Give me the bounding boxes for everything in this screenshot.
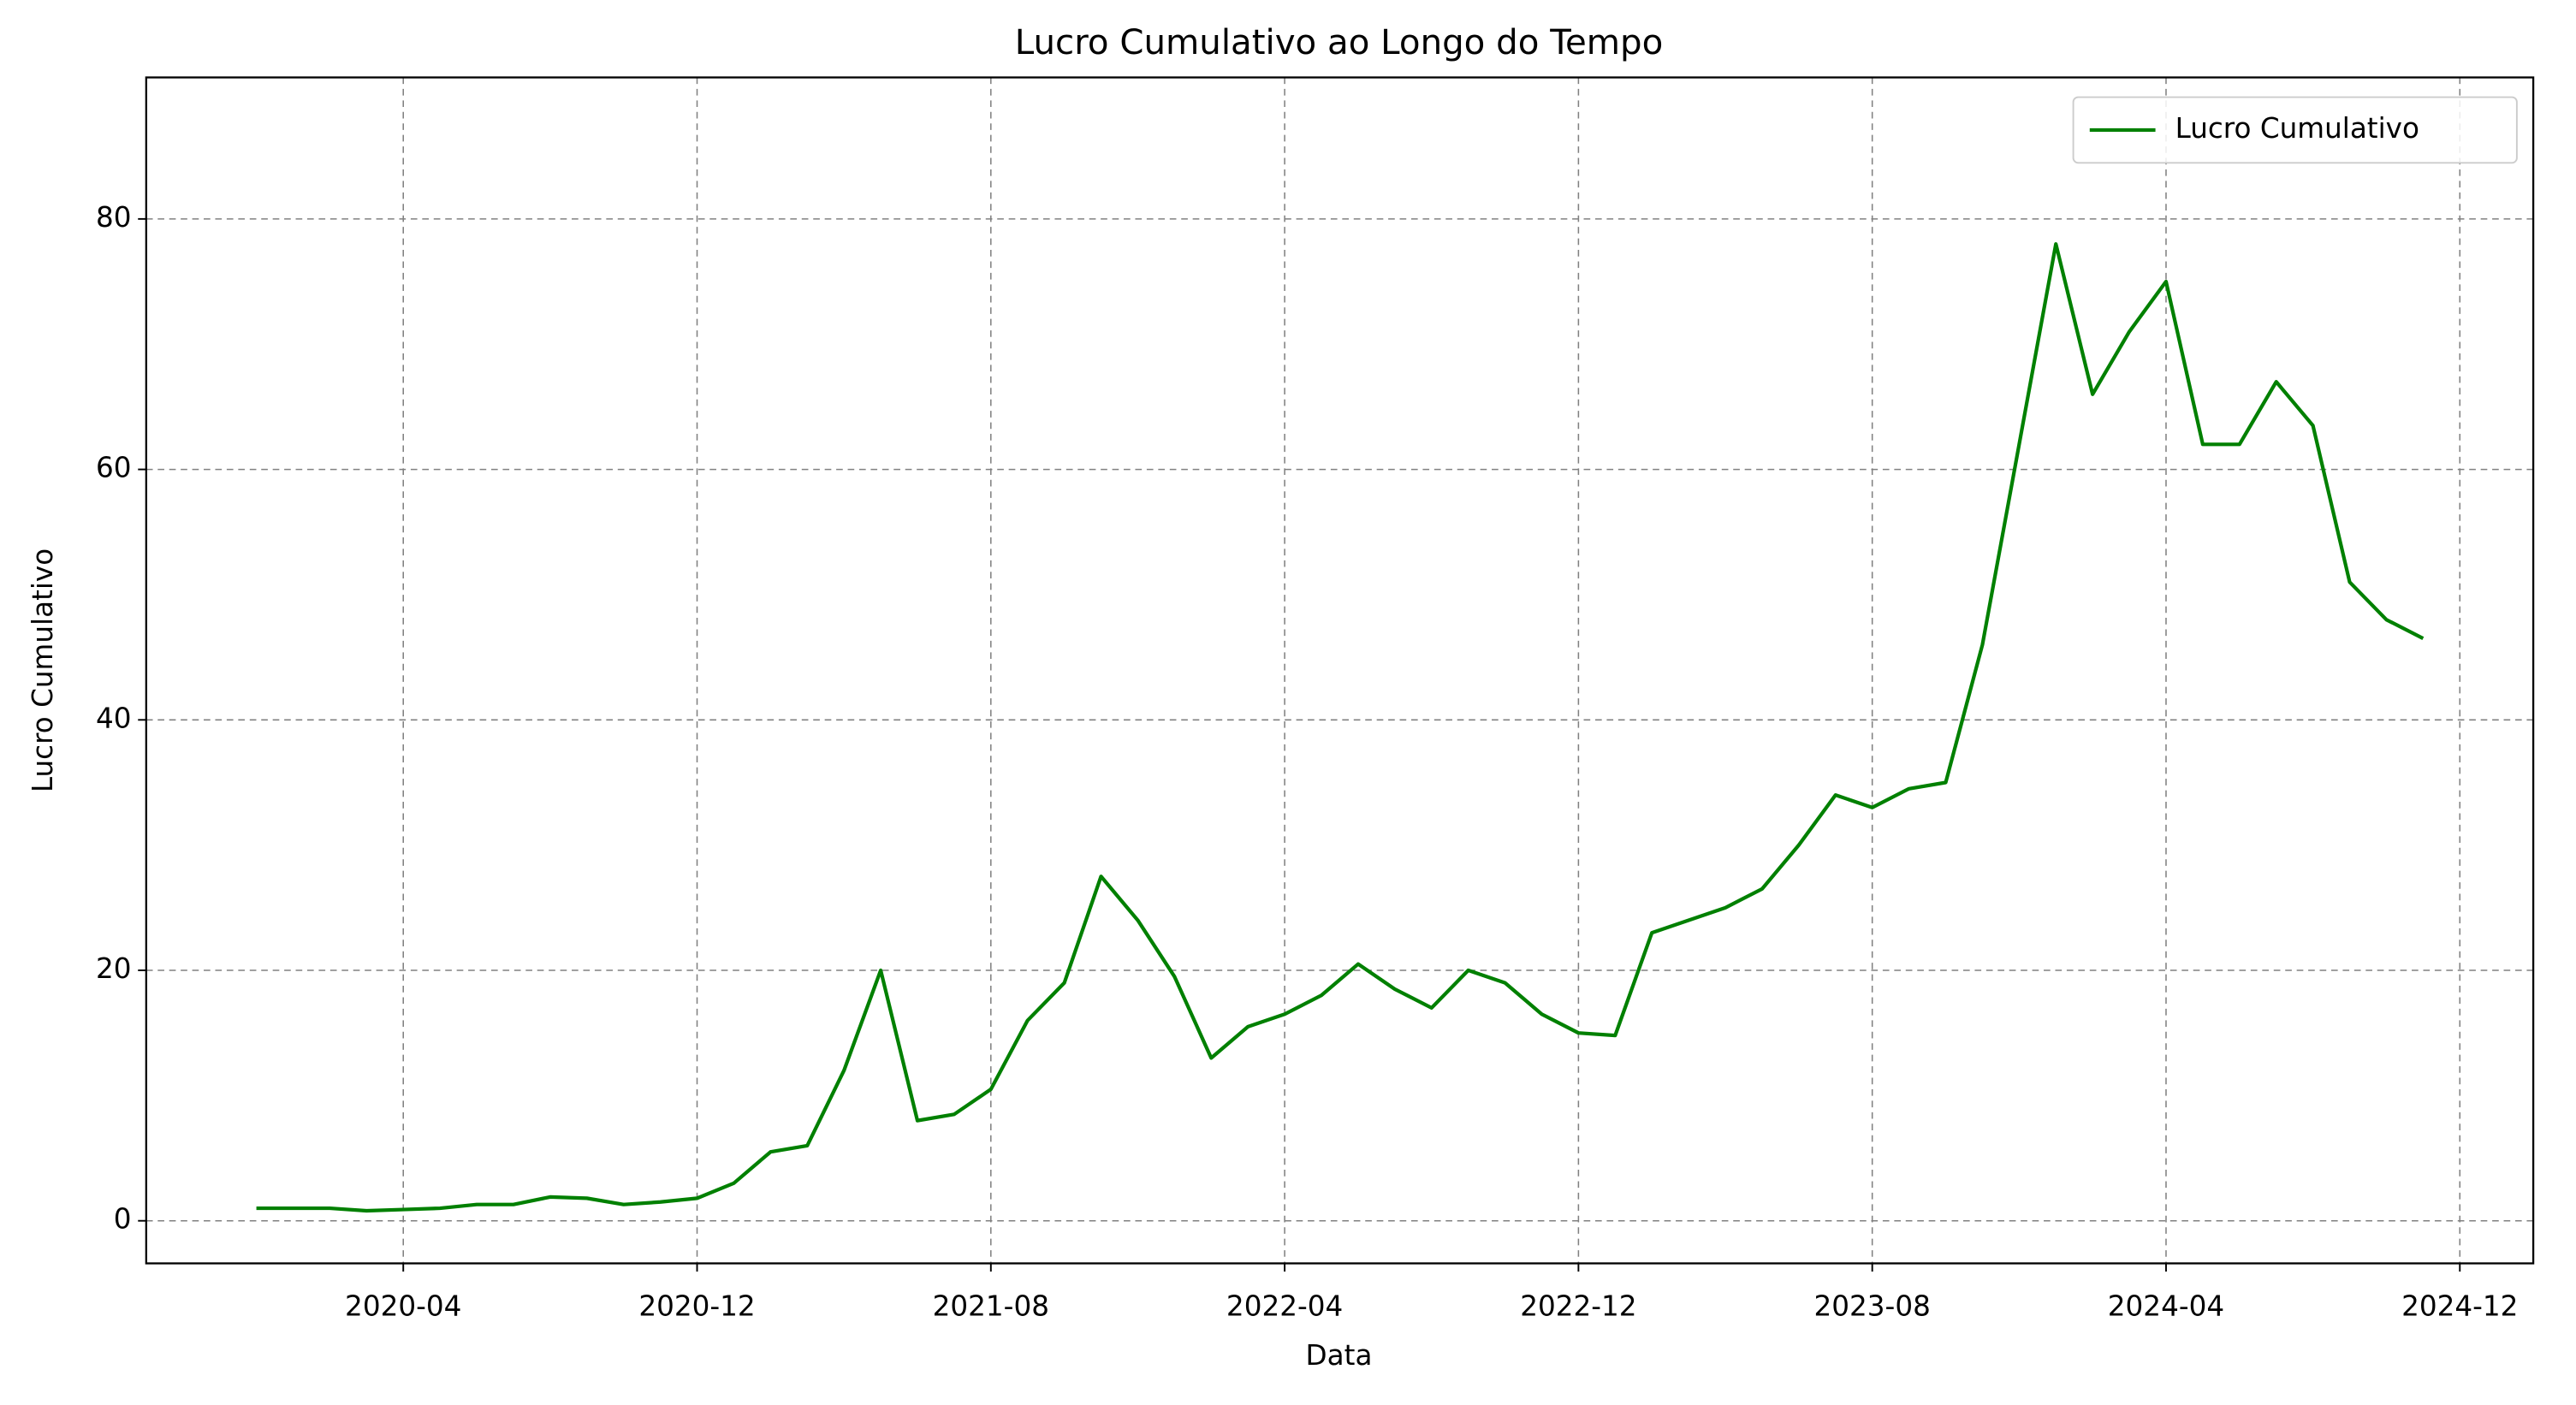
- legend-label: Lucro Cumulativo: [2175, 112, 2419, 145]
- line-series: [256, 242, 2425, 1213]
- x-tick-label: 2023-08: [1814, 1289, 1931, 1322]
- x-tick-label: 2024-12: [2401, 1289, 2518, 1322]
- x-axis-label: Data: [1306, 1339, 1373, 1372]
- chart-title: Lucro Cumulativo ao Longo do Tempo: [1015, 22, 1663, 62]
- y-tick-label: 80: [96, 201, 132, 234]
- x-tick-label: 2022-04: [1226, 1289, 1343, 1322]
- x-tick-label: 2020-12: [638, 1289, 755, 1322]
- y-tick-label: 20: [96, 952, 132, 985]
- y-tick-label: 0: [114, 1203, 132, 1236]
- legend-box: [2072, 96, 2518, 164]
- y-tick-label: 40: [96, 702, 132, 734]
- x-tick-label: 2020-04: [345, 1289, 461, 1322]
- y-axis-label: Lucro Cumulativo: [27, 548, 59, 792]
- plot-frame: [145, 76, 2535, 1265]
- x-tick-label: 2024-04: [2108, 1289, 2224, 1322]
- y-tick-label: 60: [96, 452, 132, 484]
- x-tick-label: 2022-12: [1520, 1289, 1636, 1322]
- x-tick-label: 2021-08: [933, 1289, 1049, 1322]
